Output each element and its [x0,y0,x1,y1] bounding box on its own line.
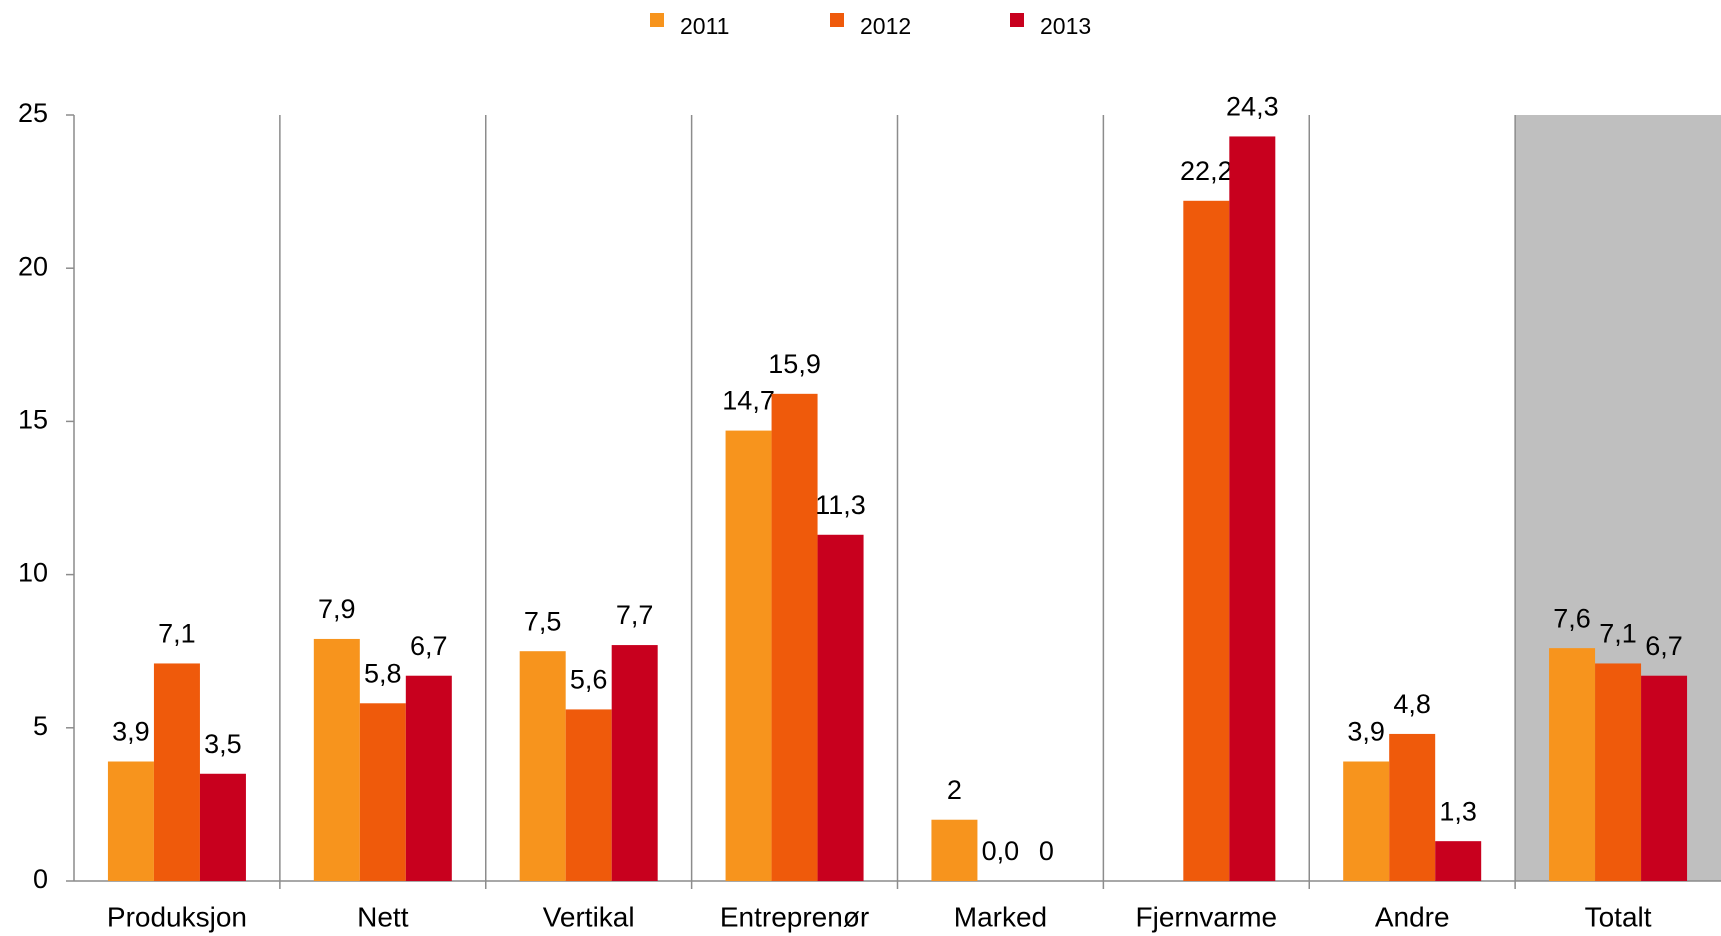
value-label: 14,7 [722,386,775,416]
x-tick-label: Nett [357,901,409,932]
bar [817,534,864,881]
value-label: 7,6 [1553,603,1591,633]
y-tick-label: 25 [18,98,48,128]
x-tick-label: Andre [1375,901,1450,932]
y-tick-label: 10 [18,558,48,588]
value-label: 15,9 [768,349,821,379]
bar [1229,136,1276,881]
x-tick-label: Produksjon [107,901,247,932]
value-label: 3,9 [1347,717,1385,747]
value-label: 0,0 [982,836,1020,866]
bar [1183,200,1230,882]
y-tick-label: 0 [33,864,48,894]
bar [405,675,452,881]
value-label: 24,3 [1226,92,1279,122]
bar [199,773,246,881]
bar [565,709,612,881]
x-tick-label: Marked [954,901,1047,932]
legend-label: 2013 [1040,13,1091,39]
bar [107,761,154,881]
value-label: 5,8 [364,658,402,688]
value-label: 7,9 [318,594,356,624]
bar [1343,761,1390,881]
x-tick-label: Vertikal [543,901,635,932]
y-tick-label: 5 [33,711,48,741]
legend-swatch [1010,13,1024,27]
value-label: 2 [947,775,962,805]
bar [359,703,406,881]
value-label: 4,8 [1393,689,1431,719]
value-label: 0 [1039,836,1054,866]
value-label: 7,1 [1599,619,1637,649]
value-label: 3,5 [204,729,242,759]
y-tick-label: 20 [18,251,48,281]
legend-label: 2012 [860,13,911,39]
value-label: 11,3 [815,490,866,520]
bar [611,645,658,881]
bar [519,651,566,881]
legend-swatch [650,13,664,27]
y-tick-label: 15 [18,405,48,435]
bar [725,430,772,881]
value-label: 3,9 [112,717,150,747]
bar [313,638,360,881]
x-tick-label: Entreprenør [720,901,869,932]
bar [1435,841,1482,881]
value-label: 22,2 [1180,156,1233,186]
value-label: 1,3 [1439,796,1477,826]
value-label: 6,7 [1645,631,1683,661]
legend-label: 2011 [680,13,729,39]
bar [153,663,200,881]
value-label: 6,7 [410,631,448,661]
value-label: 7,7 [616,600,654,630]
value-label: 5,6 [570,665,608,695]
bar [1389,733,1436,881]
legend-swatch [830,13,844,27]
bar [931,819,978,881]
bar [1641,675,1688,881]
value-label: 7,5 [524,606,562,636]
x-tick-label: Fjernvarme [1136,901,1278,932]
bar [771,393,818,881]
value-label: 7,1 [158,619,196,649]
bar [1549,648,1596,881]
bar [1595,663,1642,881]
x-tick-label: Totalt [1585,901,1652,932]
